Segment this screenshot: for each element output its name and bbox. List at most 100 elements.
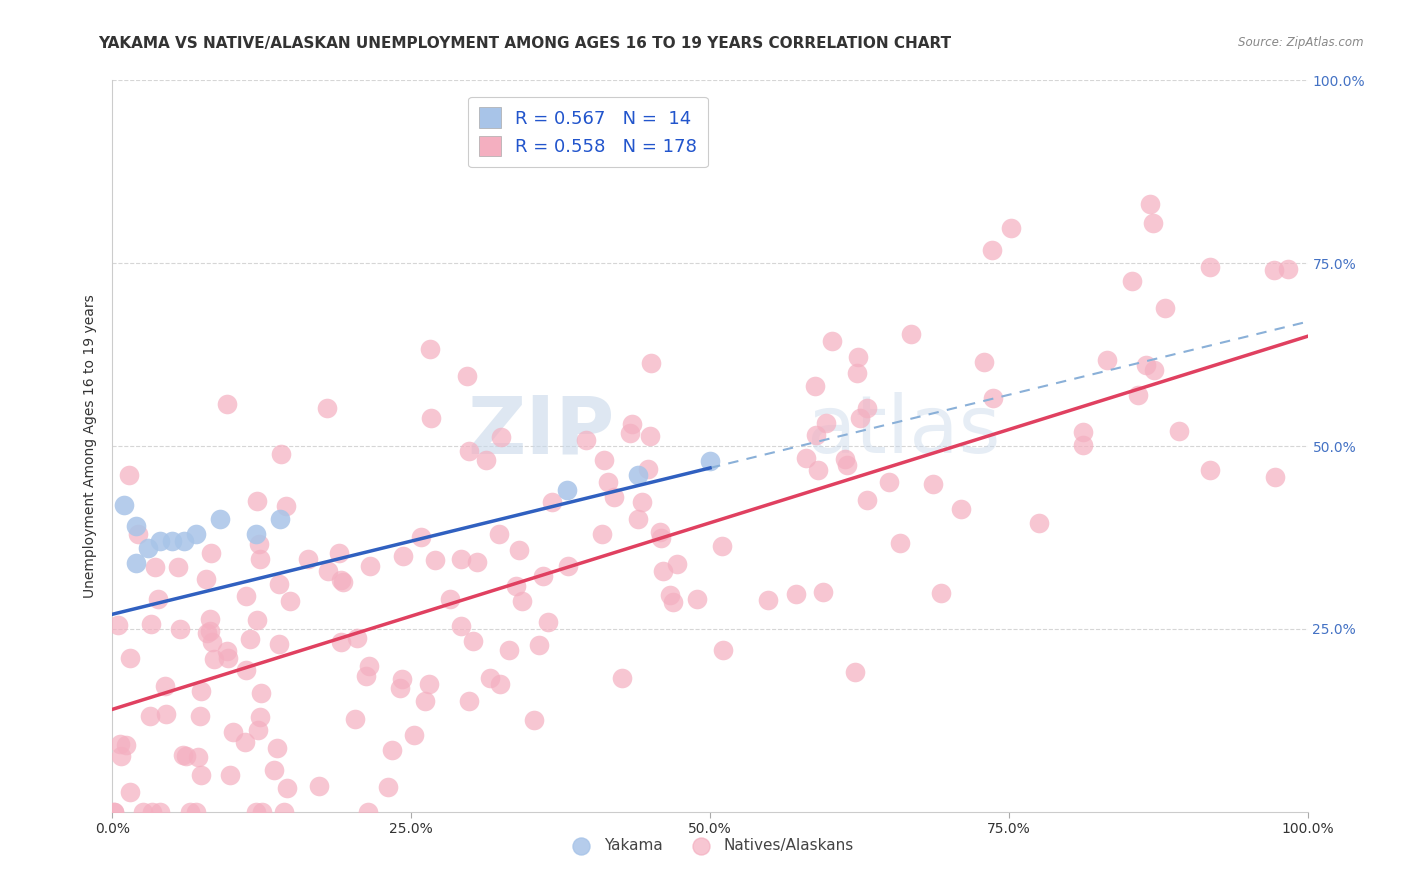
Point — [651, 564, 673, 578]
Point — [593, 452, 616, 467]
Point — [103, 805, 125, 819]
Point — [450, 552, 472, 566]
Point — [235, 589, 257, 603]
Point — [803, 379, 825, 393]
Point — [505, 579, 527, 593]
Point — [139, 708, 162, 723]
Point — [457, 444, 479, 458]
Point — [110, 748, 132, 763]
Point — [456, 369, 478, 384]
Point — [357, 805, 380, 819]
Point — [686, 591, 709, 606]
Point — [131, 805, 153, 819]
Point — [270, 447, 292, 461]
Point — [141, 805, 163, 819]
Point — [139, 616, 162, 631]
Point — [202, 652, 225, 666]
Point — [785, 587, 807, 601]
Point — [169, 622, 191, 636]
Point — [457, 694, 479, 708]
Point — [1128, 388, 1150, 402]
Point — [981, 243, 1004, 257]
Point — [821, 334, 844, 349]
Point — [118, 651, 141, 665]
Point — [423, 553, 446, 567]
Point — [856, 401, 879, 415]
Point — [149, 534, 172, 549]
Point — [1264, 470, 1286, 484]
Point — [1135, 359, 1157, 373]
Point — [596, 475, 619, 489]
Point — [489, 677, 512, 691]
Point — [479, 671, 502, 685]
Point — [108, 737, 131, 751]
Point — [328, 546, 350, 560]
Point — [815, 416, 838, 430]
Point — [1139, 196, 1161, 211]
Point — [195, 572, 218, 586]
Point — [245, 494, 267, 508]
Text: ZIP: ZIP — [467, 392, 614, 470]
Y-axis label: Unemployment Among Ages 16 to 19 years: Unemployment Among Ages 16 to 19 years — [83, 294, 97, 598]
Point — [127, 527, 149, 541]
Point — [413, 694, 436, 708]
Point — [247, 537, 270, 551]
Point — [555, 483, 578, 497]
Point — [648, 524, 671, 539]
Point — [103, 805, 125, 819]
Point — [527, 638, 550, 652]
Point — [245, 805, 267, 819]
Point — [1028, 516, 1050, 530]
Point — [167, 560, 190, 574]
Point — [155, 707, 177, 722]
Point — [1000, 220, 1022, 235]
Point — [889, 535, 911, 549]
Point — [419, 410, 441, 425]
Point — [125, 556, 148, 570]
Point — [711, 643, 734, 657]
Point — [198, 612, 221, 626]
Point — [201, 635, 224, 649]
Point — [541, 495, 564, 509]
Point — [217, 644, 239, 658]
Point — [627, 512, 650, 526]
Point — [114, 498, 135, 512]
Point — [239, 632, 262, 646]
Point — [184, 805, 207, 819]
Point — [332, 575, 354, 590]
Point — [115, 738, 138, 752]
Point — [190, 684, 212, 698]
Point — [533, 568, 555, 582]
Point — [508, 542, 530, 557]
Point — [316, 401, 339, 415]
Point — [266, 740, 288, 755]
Point — [981, 391, 1004, 405]
Point — [377, 780, 399, 794]
Point — [537, 615, 560, 630]
Point — [278, 594, 301, 608]
Point — [308, 780, 330, 794]
Point — [1142, 216, 1164, 230]
Point — [1153, 301, 1175, 315]
Point — [125, 519, 148, 533]
Point — [218, 768, 240, 782]
Point — [138, 541, 160, 556]
Point — [344, 712, 367, 726]
Point — [950, 502, 973, 516]
Point — [245, 526, 267, 541]
Point — [297, 552, 319, 566]
Point — [811, 585, 834, 599]
Point — [929, 585, 952, 599]
Point — [188, 709, 211, 723]
Point — [650, 531, 672, 545]
Point — [187, 749, 209, 764]
Point — [630, 494, 652, 508]
Point — [638, 429, 661, 443]
Point — [575, 433, 598, 447]
Point — [846, 350, 869, 364]
Point — [419, 343, 441, 357]
Point — [273, 805, 295, 819]
Point — [845, 367, 868, 381]
Point — [807, 463, 830, 477]
Point — [404, 729, 426, 743]
